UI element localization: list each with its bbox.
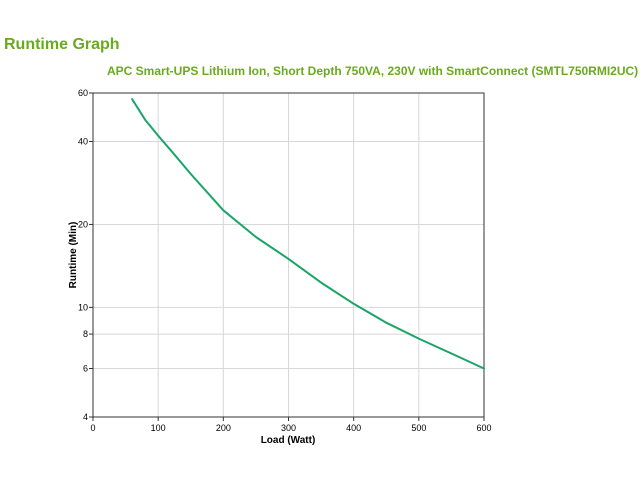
x-tick-label: 300 (281, 423, 296, 433)
x-tick-label: 400 (346, 423, 361, 433)
y-axis-label: Runtime (Min) (68, 222, 79, 289)
tick-labels: 0 100 200 300 400 500 600 4 6 8 10 20 40 60 (78, 88, 492, 433)
y-tick-label: 4 (83, 412, 88, 422)
x-tick-label: 100 (151, 423, 166, 433)
y-tick-label: 10 (78, 302, 88, 312)
x-tick-label: 600 (476, 423, 491, 433)
page-title: Runtime Graph (4, 36, 120, 53)
y-tick-label: 8 (83, 329, 88, 339)
grid-lines (92, 92, 485, 418)
x-tick-label: 0 (90, 423, 95, 433)
series-layer (131, 98, 485, 370)
x-tick-label: 500 (411, 423, 426, 433)
y-tick-label: 40 (78, 137, 88, 147)
y-tick-label: 60 (78, 88, 88, 98)
x-tick-label: 200 (216, 423, 231, 433)
x-axis-label: Load (Watt) (261, 435, 316, 446)
chart-title: APC Smart-UPS Lithium Ion, Short Depth 7… (107, 64, 639, 78)
y-tick-label: 6 (83, 363, 88, 373)
y-tick-label: 20 (78, 219, 88, 229)
runtime-series-line (131, 98, 485, 370)
